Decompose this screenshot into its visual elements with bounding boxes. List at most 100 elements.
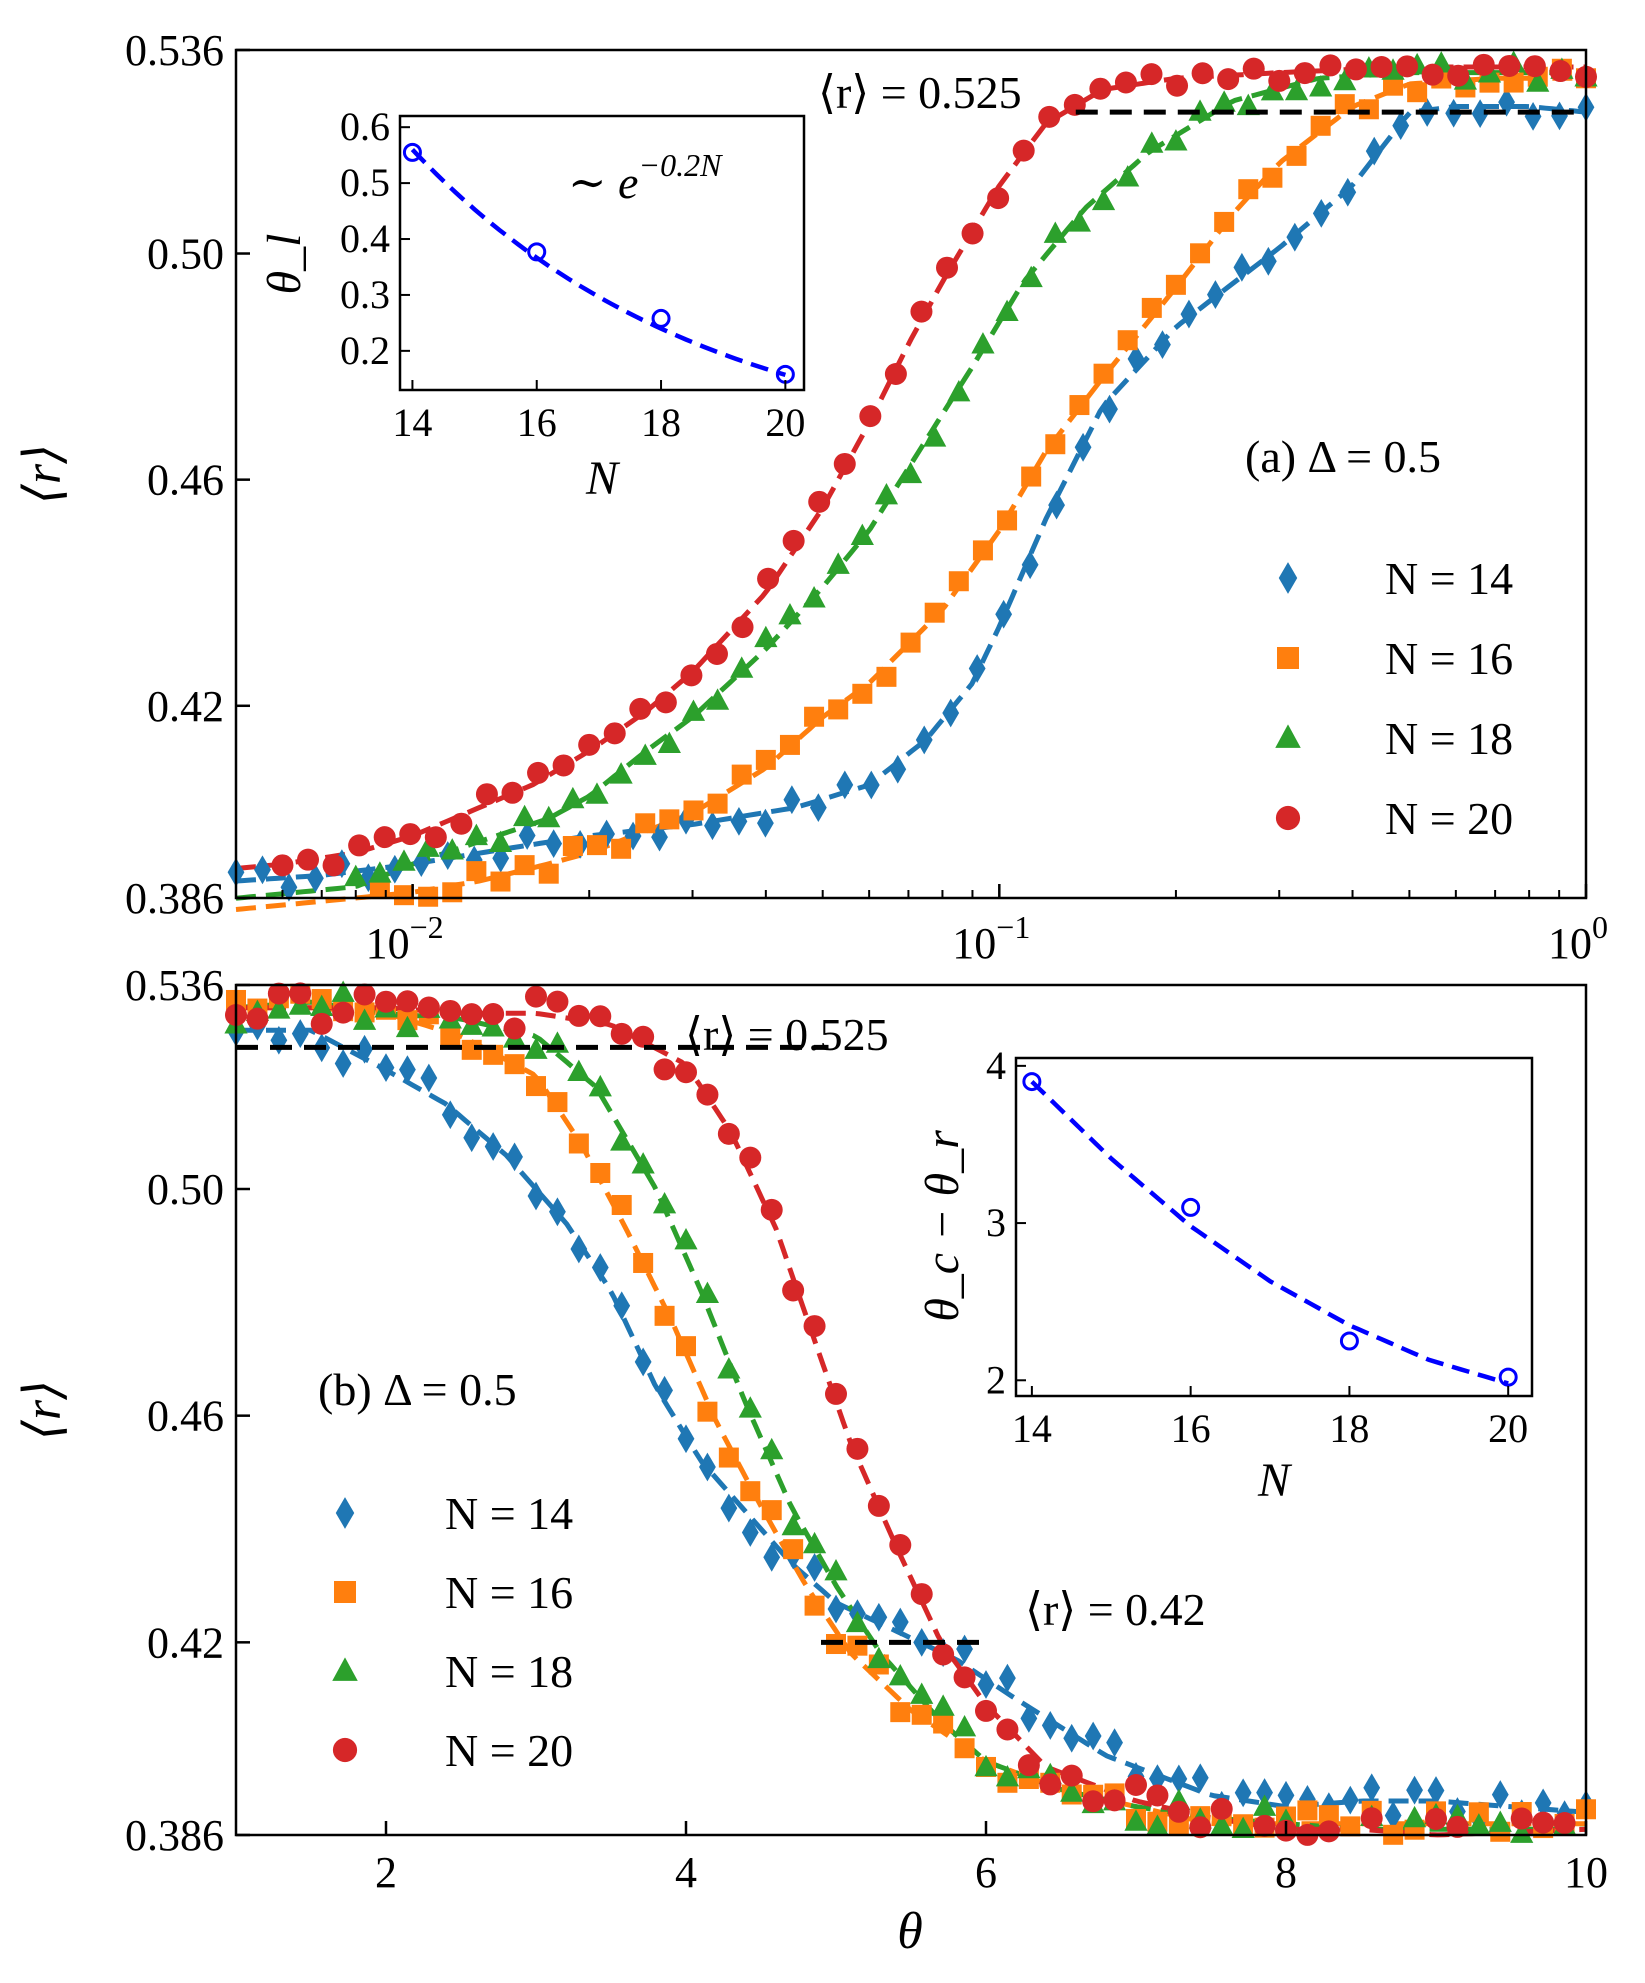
- marker-b-2: [781, 1513, 805, 1536]
- marker-a-3: [1472, 53, 1495, 76]
- marker-b-0: [570, 1234, 588, 1264]
- inset-x-label-a: N: [585, 452, 621, 505]
- marker-a-3: [1242, 57, 1265, 80]
- marker-a-1: [1358, 99, 1379, 120]
- marker-b-1: [547, 1092, 568, 1113]
- marker-b-1: [804, 1595, 825, 1616]
- marker-a-2: [1526, 70, 1550, 92]
- marker-b-3: [717, 1122, 740, 1145]
- marker-b-0: [270, 1025, 288, 1055]
- marker-a-3: [910, 300, 933, 323]
- marker-a-0: [1207, 280, 1224, 309]
- inset-x-tick-label-a-3: 20: [765, 400, 805, 445]
- marker-a-3: [348, 834, 371, 857]
- marker-a-0: [1392, 111, 1410, 141]
- marker-a-3: [322, 854, 345, 877]
- legend-label-b-1: N = 16: [445, 1567, 573, 1618]
- marker-a-3: [757, 567, 780, 590]
- marker-a-3: [1140, 63, 1163, 86]
- marker-a-0: [1180, 299, 1198, 329]
- marker-a-1: [1093, 363, 1114, 384]
- plot-frame-b: [234, 983, 1588, 1837]
- marker-a-2: [778, 603, 802, 625]
- marker-b-3: [503, 1017, 526, 1040]
- marker-a-1: [1190, 243, 1211, 264]
- marker-a-3: [501, 781, 524, 804]
- x-tick-label-b-4: 10: [1564, 1848, 1608, 1897]
- marker-a-1: [924, 602, 945, 623]
- marker-a-2: [1140, 131, 1164, 153]
- marker-b-1: [654, 1305, 675, 1326]
- panel-b: 0.386 0.42 0.46 0.50 0.536 2 4 6 8 10 ⟨r⟩ θ ⟨r⟩ …: [15, 961, 1608, 1960]
- marker-b-2: [738, 1396, 762, 1418]
- marker-b-0: [506, 1142, 523, 1172]
- marker-b-3: [1189, 1816, 1212, 1839]
- marker-b-3: [803, 1315, 826, 1338]
- marker-a-2: [1333, 68, 1357, 91]
- marker-b-0: [1341, 1785, 1359, 1815]
- y-tick-label-b-0: 0.386: [125, 1811, 224, 1860]
- marker-b-2: [824, 1558, 848, 1581]
- marker-a-0: [757, 808, 774, 838]
- marker-b-3: [653, 1058, 676, 1081]
- marker-a-3: [373, 826, 396, 849]
- marker-b-1: [1318, 1805, 1339, 1826]
- marker-a-1: [731, 764, 752, 785]
- marker-a-1: [1069, 395, 1090, 416]
- marker-b-3: [1039, 1773, 1062, 1796]
- x-tick-label-a-1: 10−1: [952, 909, 1030, 968]
- marker-b-0: [1363, 1773, 1381, 1803]
- marker-a-3: [936, 256, 959, 279]
- marker-a-0: [995, 599, 1013, 629]
- marker-a-0: [968, 654, 986, 683]
- marker-b-3: [846, 1437, 869, 1460]
- inset-y-label-b: θ_c − θ_r: [916, 1130, 969, 1322]
- marker-a-0: [1154, 330, 1171, 360]
- marker-a-3: [1523, 55, 1546, 78]
- marker-b-0: [1277, 1780, 1295, 1810]
- marker-b-2: [931, 1694, 955, 1716]
- marker-b-2: [310, 994, 334, 1016]
- marker-b-3: [760, 1198, 783, 1221]
- marker-b-2: [331, 980, 355, 1002]
- marker-b-3: [932, 1643, 955, 1666]
- marker-a-2: [898, 461, 923, 484]
- marker-b-1: [783, 1539, 804, 1560]
- marker-b-3: [567, 1004, 590, 1027]
- inset-x-tick-label-a-1: 16: [517, 400, 557, 445]
- marker-b-1: [461, 1039, 482, 1060]
- legend-label-a-1: N = 16: [1385, 633, 1513, 684]
- marker-b-2: [1231, 1816, 1255, 1838]
- marker-a-0: [1101, 394, 1118, 424]
- marker-b-3: [910, 1583, 933, 1606]
- y-tick-label-a-4: 0.536: [125, 26, 224, 75]
- marker-a-2: [802, 586, 826, 608]
- legend-marker-b-1: [334, 1581, 356, 1603]
- marker-b-2: [567, 1059, 591, 1082]
- marker-b-0: [334, 1049, 352, 1078]
- marker-a-3: [1370, 56, 1393, 79]
- marker-b-3: [1210, 1797, 1233, 1820]
- marker-a-0: [1312, 199, 1330, 228]
- x-tick-label-a-2: 100: [1548, 909, 1608, 968]
- marker-a-0: [704, 811, 721, 841]
- marker-a-1: [707, 793, 728, 814]
- marker-b-3: [825, 1382, 847, 1405]
- marker-b-2: [1145, 1814, 1170, 1836]
- marker-a-3: [1114, 71, 1137, 94]
- marker-a-1: [514, 855, 535, 876]
- marker-a-0: [1471, 99, 1489, 129]
- inset-point-b-3: [1498, 1367, 1518, 1387]
- inset-x-tick-label-b-1: 16: [1171, 1406, 1211, 1451]
- marker-a-2: [1188, 99, 1212, 121]
- marker-b-3: [675, 1061, 697, 1084]
- marker-a-2: [730, 656, 754, 678]
- marker-a-0: [280, 872, 298, 902]
- x-axis-label-b: θ: [897, 1903, 923, 1960]
- marker-b-0: [977, 1670, 995, 1699]
- marker-b-3: [1082, 1790, 1105, 1813]
- inset-y-tick-label-a-0: 0.2: [340, 328, 390, 373]
- marker-a-2: [537, 805, 561, 828]
- marker-b-1: [633, 1252, 654, 1273]
